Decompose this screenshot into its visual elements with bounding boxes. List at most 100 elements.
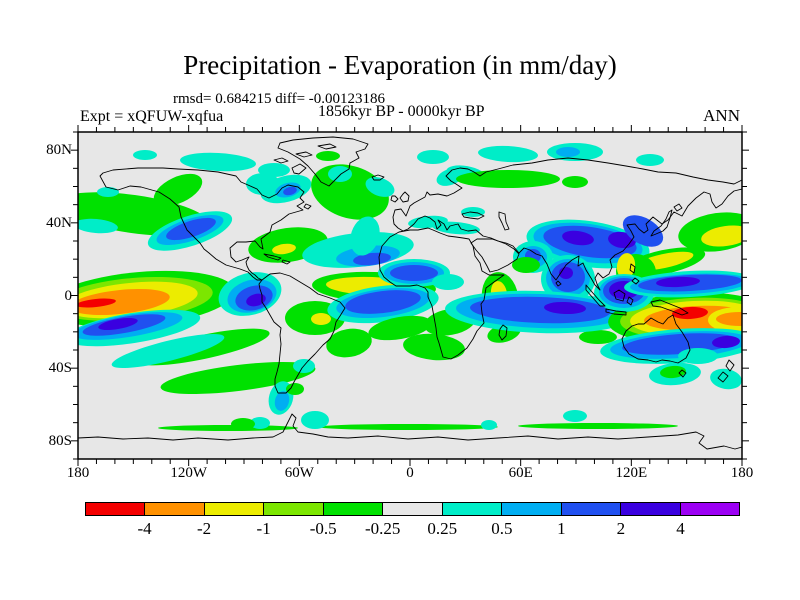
colorbar-segment <box>263 503 323 515</box>
anomaly-blob <box>678 348 718 364</box>
anomaly-blob <box>246 293 266 307</box>
axis-ticks <box>71 125 749 466</box>
lon-tick-label: 180 <box>66 465 90 481</box>
anomaly-blob <box>556 147 580 157</box>
anomaly-blob <box>716 312 742 326</box>
colorbar-tick-label: 0.5 <box>491 519 513 538</box>
anomaly-blob <box>345 290 421 314</box>
lat-tick-label: 80N <box>46 142 72 159</box>
anomaly-blob <box>311 313 331 325</box>
anomaly-blob <box>368 315 432 341</box>
lat-tick-label: 0 <box>64 287 73 304</box>
coastline-north-america <box>99 167 305 281</box>
anomaly-blob <box>78 218 118 234</box>
colorbar-tick-label: -4 <box>137 519 152 538</box>
coastline-greenland <box>277 136 369 187</box>
colorbar-tick-label: -0.5 <box>309 519 337 538</box>
colorbar-segment <box>501 503 561 515</box>
lon-tick-label: 180 <box>730 465 754 481</box>
coastline-australia <box>621 314 691 378</box>
anomaly-blob <box>78 298 116 308</box>
colorbar-tick-label: 1 <box>557 519 566 538</box>
coastline-british-isles <box>371 174 410 203</box>
lat-tick-label: 80S <box>48 432 72 449</box>
colorbar-segment <box>203 503 264 515</box>
anomaly-blob <box>316 151 340 161</box>
colorbar-segment <box>322 503 383 515</box>
anomaly-blob <box>562 230 594 246</box>
anomaly-blob <box>417 150 449 164</box>
colorbar-segment <box>144 503 204 515</box>
anomaly-blob <box>274 391 290 411</box>
anomaly-blob <box>326 328 372 358</box>
coastline-maritime-continent <box>585 263 689 316</box>
colorbar-tick-label: -2 <box>196 519 212 538</box>
lon-tick-label: 120W <box>170 465 207 481</box>
colorbar-segment <box>86 503 145 515</box>
anomaly-blob <box>153 173 203 207</box>
anomaly-blob <box>544 301 586 315</box>
colorbar-tick-label: -0.25 <box>365 519 401 538</box>
anomaly-blob <box>660 365 686 379</box>
colorbar-segment <box>382 503 442 515</box>
colorbar-segment <box>441 503 502 515</box>
anomaly-blob <box>350 216 380 256</box>
lon-tick-label: 120E <box>615 465 648 481</box>
coastline-caribbean <box>263 253 291 265</box>
anomaly-blob <box>563 410 587 422</box>
lat-tick-label: 40S <box>48 360 72 377</box>
season-label: ANN <box>703 106 740 125</box>
coastline-antarctica <box>78 413 742 450</box>
anomaly-blob <box>518 423 678 429</box>
colorbar <box>85 502 740 516</box>
lon-tick-label: 0 <box>406 465 414 481</box>
map-frame <box>77 131 743 460</box>
coastline-arabia <box>470 238 520 273</box>
world-map <box>71 125 749 466</box>
anomaly-blob <box>97 187 119 197</box>
coastline-africa <box>378 227 505 360</box>
colorbar-tick-label: 4 <box>676 519 685 538</box>
anomaly-blob <box>512 257 540 273</box>
anomaly-blob <box>403 333 465 361</box>
anomaly-blob <box>98 317 138 331</box>
anomaly-blob <box>158 425 298 431</box>
coastline-inland-seas <box>461 211 510 231</box>
coastline-eurasia <box>392 157 742 291</box>
anomaly-blob <box>286 383 304 395</box>
anomaly-blob <box>478 145 538 163</box>
anomaly-blob <box>231 418 255 430</box>
anomaly-blob <box>111 333 225 369</box>
lon-tick-label: 60W <box>284 465 314 481</box>
anomaly-field <box>78 143 742 431</box>
lon-tick-label: 60E <box>508 465 533 481</box>
anomaly-blob <box>481 420 497 430</box>
colorbar-tick-label: -1 <box>256 519 271 538</box>
anomaly-blob <box>656 276 700 288</box>
colorbar-segment <box>679 503 739 515</box>
anomaly-blob <box>712 335 740 349</box>
coastline-madagascar <box>498 280 562 341</box>
coastline-new-zealand <box>717 359 735 383</box>
lat-tick-label: 40N <box>46 214 72 231</box>
anomaly-blob <box>353 252 391 266</box>
anomaly-blob <box>325 189 361 209</box>
anomaly-blob <box>390 265 438 281</box>
period-line: 1856kyr BP - 0000kyr BP <box>318 103 485 120</box>
anomaly-blob <box>636 154 664 166</box>
coastline-south-america <box>258 272 346 394</box>
stats-line: rmsd= 0.684215 diff= -0.00123186 <box>173 91 386 107</box>
colorbar-tick-label: 0.25 <box>427 519 458 538</box>
anomaly-blob <box>250 417 270 429</box>
anomaly-blob <box>616 253 636 279</box>
colorbar-segment <box>560 503 621 515</box>
colorbar-segment <box>620 503 680 515</box>
colorbar-tick-label: 2 <box>616 519 626 538</box>
anomaly-blob <box>283 186 297 196</box>
coastlines <box>78 136 742 450</box>
anomaly-blob <box>328 166 352 182</box>
anomaly-blob <box>456 170 560 188</box>
anomaly-blob <box>432 274 464 290</box>
coastline-japan <box>650 203 683 237</box>
